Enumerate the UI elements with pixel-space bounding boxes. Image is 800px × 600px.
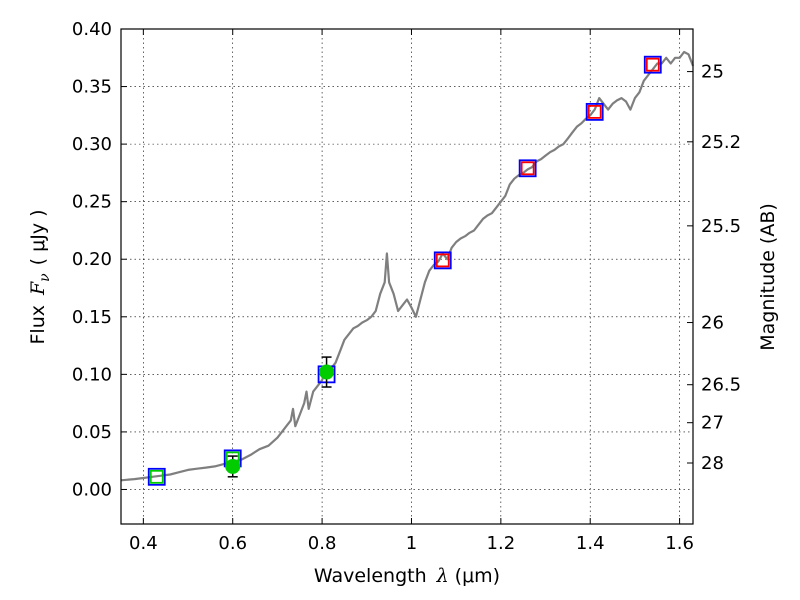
plot-frame: [120, 28, 694, 525]
magnitude-tick-label: 25: [701, 62, 724, 83]
y-axis-title: Flux Fν ( μJy ): [27, 209, 53, 344]
x-tick-label: 1.6: [665, 533, 694, 554]
y-tick-label: 0.00: [72, 479, 112, 500]
x-tick-label: 1: [406, 533, 417, 554]
y-tick-label: 0.05: [72, 422, 112, 443]
magnitude-tick-label: 28: [701, 453, 724, 474]
y-tick-label: 0.30: [72, 134, 112, 155]
photometry-square-marker: [147, 467, 166, 486]
photometry-square-marker: [433, 251, 452, 270]
y-tick-label: 0.10: [72, 364, 112, 385]
y-tick-label: 0.40: [72, 19, 112, 40]
magnitude-tick-label: 25.2: [701, 132, 741, 153]
photometry-circle-marker: [319, 364, 335, 380]
y-axis-title-symbol: F: [27, 281, 49, 296]
y-axis-title-prefix: Flux: [27, 305, 49, 345]
magnitude-tick-label: 27: [701, 413, 724, 434]
y-tick-label: 0.35: [72, 77, 112, 98]
y-axis-title-unit: ( μJy ): [27, 209, 49, 265]
x-axis-title: Wavelength λ (μm): [314, 565, 500, 587]
photometry-square-marker: [518, 159, 537, 178]
photometry-circle-marker: [225, 458, 241, 474]
grid-lines: [121, 28, 693, 524]
x-tick-label: 0.4: [129, 533, 158, 554]
y-tick-label: 0.25: [72, 192, 112, 213]
x-axis-title-symbol: λ: [436, 565, 449, 587]
photometry-square-marker: [435, 253, 450, 268]
data-series: [120, 50, 695, 486]
x-tick-label: 0.6: [218, 533, 247, 554]
photometry-square-marker: [149, 469, 164, 484]
magnitude-tick-label: 25.5: [701, 216, 741, 237]
x-axis-title-prefix: Wavelength: [314, 565, 427, 587]
x-tick-label: 1.2: [487, 533, 516, 554]
magnitude-tick-label: 26: [701, 313, 724, 334]
y-tick-label: 0.15: [72, 307, 112, 328]
x-tick-label: 1.4: [576, 533, 605, 554]
x-tick-label: 0.8: [308, 533, 337, 554]
sed-model-line: [120, 50, 695, 482]
y-tick-label: 0.20: [72, 249, 112, 270]
axis-ticks: 0.4 0.6 0.8 1 1.2 1.4 1.6 0.00 0.05 0.10 0.15 0.20 0…: [72, 19, 741, 554]
x-axis-title-unit: (μm): [455, 565, 500, 587]
photometry-square-marker: [520, 161, 535, 176]
y-axis-title-subscript: ν: [37, 273, 53, 282]
photometry-square-marker: [645, 57, 660, 72]
magnitude-tick-label: 26.5: [701, 375, 741, 396]
y2-axis-title: Magnitude (AB): [757, 203, 779, 351]
photometry-square-marker: [587, 104, 602, 119]
photometry-square-marker: [643, 55, 662, 74]
photometry-square-marker: [585, 102, 604, 121]
